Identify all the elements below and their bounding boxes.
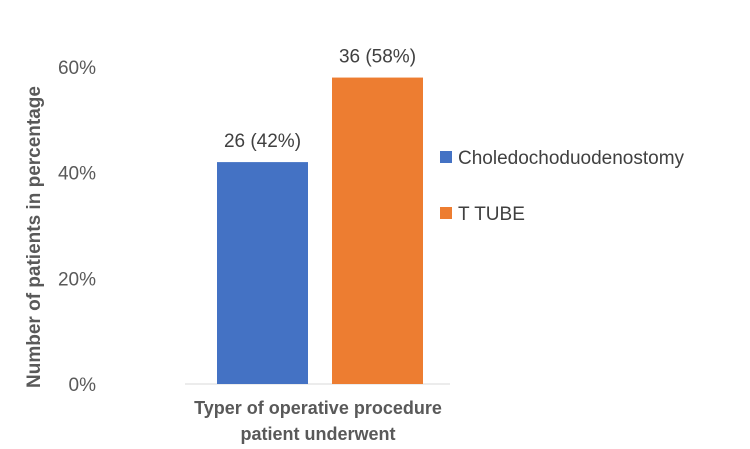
y-tick-label: 40% [58,164,96,185]
data-label: 36 (58%) [339,47,416,68]
bar-t-tube [332,77,423,385]
legend-label: Choledochoduodenostomy [458,148,685,169]
y-axis-label: Number of patients in percentage [24,86,45,388]
legend: Choledochoduodenostomy T TUBE [440,148,685,225]
x-axis-label-line-1: Typer of operative procedure [194,398,442,418]
data-label: 26 (42%) [224,131,301,152]
bar-choledochoduodenostomy [217,162,308,384]
legend-swatch [440,207,452,219]
y-tick-label: 0% [69,375,97,396]
y-tick-label: 20% [58,269,96,290]
x-axis-label-line-2: patient underwent [240,424,395,444]
legend-label: T TUBE [458,204,525,225]
data-labels: 26 (42%) 36 (58%) [224,47,416,153]
y-tick-label: 60% [58,58,96,79]
legend-swatch [440,151,452,163]
bars [217,77,423,385]
y-axis-ticks: 0% 20% 40% 60% [58,58,96,396]
